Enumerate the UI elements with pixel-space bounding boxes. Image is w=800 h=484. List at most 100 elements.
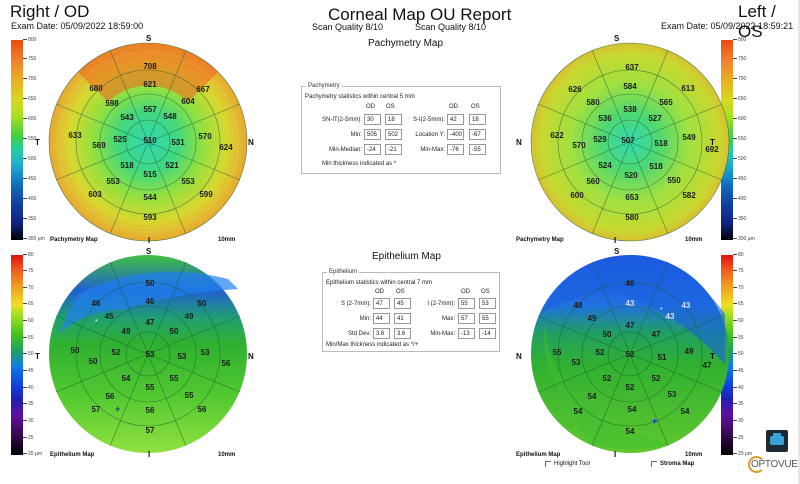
od-pachy-compass-t: T: [35, 138, 40, 147]
epi-s-os: 45: [394, 298, 411, 309]
svg-text:50: 50: [146, 279, 155, 288]
svg-text:529: 529: [593, 135, 607, 144]
svg-text:553: 553: [181, 177, 195, 186]
svg-text:52: 52: [652, 374, 661, 383]
svg-text:50: 50: [603, 330, 612, 339]
svg-text:633: 633: [68, 131, 82, 140]
epi-std-os: 3.6: [394, 328, 411, 339]
os-epi-caption: Epithelium Map: [516, 452, 561, 458]
pachy-min-od: 505: [364, 129, 381, 140]
svg-text:49: 49: [185, 312, 194, 321]
pachymetry-colorbar-od: [11, 40, 23, 240]
svg-text:50: 50: [198, 299, 207, 308]
svg-text:55: 55: [146, 383, 155, 392]
svg-text:582: 582: [682, 191, 696, 200]
pachymetry-stats-note: Min thickness indicated as *: [322, 161, 397, 167]
print-button[interactable]: [766, 430, 788, 452]
svg-text:*: *: [151, 144, 154, 150]
svg-text:55: 55: [170, 374, 179, 383]
stroma-map-checkbox[interactable]: Stroma Map: [651, 461, 694, 467]
pachymetry-colorbar-ticks-od: 800 750 700 650 600 550 500 450 400 350 …: [23, 37, 53, 242]
od-pachymetry-map[interactable]: 510 557 548 531 521 515 518 525 543 621 …: [48, 42, 248, 242]
pachymetry-stats-panel: Pachymetry Pachymetry statistics within …: [301, 83, 501, 174]
right-exam-date: Exam Date: 05/09/2022 18:59:00: [11, 21, 144, 31]
epithelium-stats-panel: Epithelium Epithelium statistics within …: [322, 269, 500, 352]
svg-text:53: 53: [572, 358, 581, 367]
svg-text:580: 580: [586, 98, 600, 107]
svg-text:47: 47: [652, 330, 661, 339]
od-epithelium-map[interactable]: 53 47 50 53 55 55 54 52 49 46 49 53 55 5…: [48, 254, 248, 454]
os-pachy-compass-n: N: [516, 138, 522, 147]
pachy-si-os: 18: [469, 114, 486, 125]
od-epi-caption: Epithelium Map: [50, 452, 95, 458]
svg-text:604: 604: [181, 97, 195, 106]
svg-text:54: 54: [681, 407, 690, 416]
svg-text:*: *: [660, 307, 663, 314]
svg-text:52: 52: [596, 348, 605, 357]
os-epi-compass-t: T: [710, 352, 715, 361]
os-epi-compass-i: I: [614, 450, 617, 459]
svg-text:52: 52: [603, 374, 612, 383]
svg-text:667: 667: [196, 85, 210, 94]
os-pachy-compass-t: T: [710, 138, 715, 147]
svg-text:569: 569: [92, 141, 106, 150]
highlight-tool-checkbox[interactable]: Highlight Tool: [545, 461, 590, 467]
svg-text:518: 518: [654, 139, 668, 148]
svg-text:46: 46: [626, 279, 635, 288]
os-pachymetry-map[interactable]: 507 538 527 518 518 520 524 529 536 584 …: [530, 42, 730, 242]
right-scan-quality: Scan Quality 8/10: [312, 22, 384, 32]
svg-text:570: 570: [572, 141, 586, 150]
pachy-locy-os: -67: [469, 129, 486, 140]
epi-min-od: 44: [373, 313, 390, 324]
svg-text:49: 49: [588, 314, 597, 323]
svg-text:51: 51: [658, 353, 667, 362]
svg-text:+: +: [115, 404, 120, 414]
svg-text:56: 56: [222, 359, 231, 368]
pachymetry-stats-legend: Pachymetry: [306, 83, 342, 89]
pachymetry-section-title: Pachymetry Map: [368, 38, 444, 49]
svg-text:56: 56: [198, 405, 207, 414]
svg-text:57: 57: [146, 426, 155, 435]
svg-text:50: 50: [170, 327, 179, 336]
svg-text:45: 45: [105, 312, 114, 321]
svg-text:593: 593: [143, 213, 157, 222]
epi-min-os: 41: [394, 313, 411, 324]
epi-std-od: 3.6: [373, 328, 390, 339]
checkbox-icon[interactable]: [651, 461, 657, 467]
svg-text:520: 520: [624, 171, 638, 180]
svg-text:624: 624: [219, 143, 233, 152]
svg-text:54: 54: [588, 392, 597, 401]
svg-text:54: 54: [628, 405, 637, 414]
svg-text:536: 536: [598, 114, 612, 123]
pachy-minmax-od: -76: [447, 144, 464, 155]
svg-text:580: 580: [625, 213, 639, 222]
svg-text:525: 525: [113, 135, 127, 144]
svg-text:692: 692: [705, 145, 719, 154]
od-pachy-scale: 10mm: [218, 237, 236, 243]
svg-text:57: 57: [92, 405, 101, 414]
checkbox-icon[interactable]: [545, 461, 551, 467]
svg-text:53: 53: [201, 348, 210, 357]
scrollbar[interactable]: [798, 0, 800, 484]
svg-text:46: 46: [92, 299, 101, 308]
pachy-min-os: 502: [385, 129, 402, 140]
svg-text:50: 50: [71, 346, 80, 355]
od-epi-compass-n: N: [248, 352, 254, 361]
svg-text:53: 53: [178, 352, 187, 361]
pachy-snit-os: 18: [385, 114, 402, 125]
svg-text:43: 43: [666, 312, 675, 321]
os-epithelium-map[interactable]: 52 47 47 51 52 52 52 52 50 43 43 49 53 5…: [530, 254, 730, 454]
svg-text:600: 600: [570, 191, 584, 200]
od-pachy-center: 510: [143, 136, 157, 145]
os-epi-compass-s: S: [614, 247, 620, 256]
svg-text:50: 50: [89, 357, 98, 366]
svg-text:507: 507: [621, 136, 635, 145]
svg-text:52: 52: [626, 383, 635, 392]
pachy-locy-od: -400: [447, 129, 464, 140]
od-epi-compass-i: I: [148, 450, 151, 459]
epi-i-os: 53: [479, 298, 496, 309]
od-epi-scale: 10mm: [218, 452, 236, 458]
od-pachy-caption: Pachymetry Map: [50, 237, 98, 243]
svg-text:521: 521: [165, 161, 179, 170]
svg-text:49: 49: [685, 347, 694, 356]
